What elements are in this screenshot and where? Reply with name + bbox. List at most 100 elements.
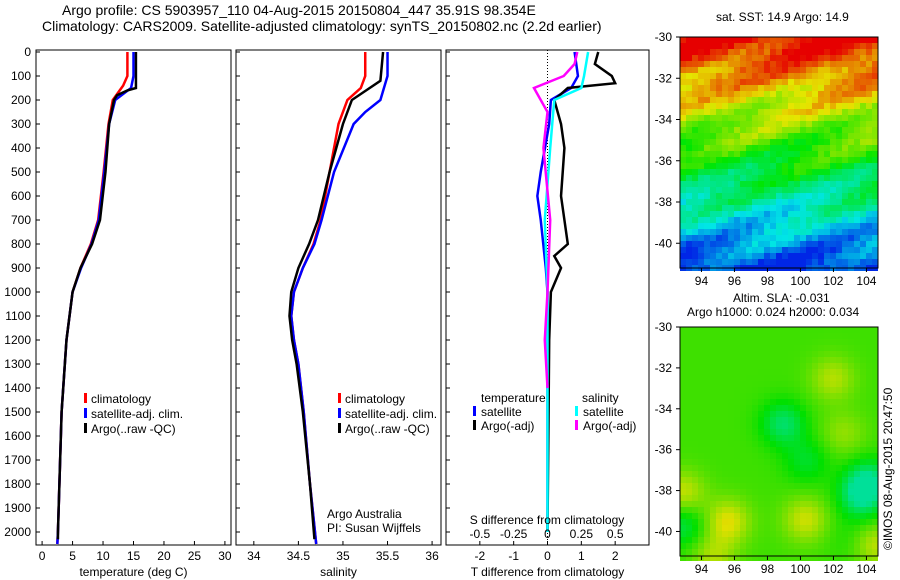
- heatmap-cell: [830, 157, 836, 163]
- heatmap-cell: [848, 91, 854, 97]
- heatmap-cell: [824, 429, 830, 435]
- heatmap-cell: [728, 429, 734, 435]
- heatmap-cell: [770, 73, 776, 79]
- heatmap-cell: [812, 327, 818, 333]
- heatmap-cell: [776, 37, 782, 43]
- heatmap-cell: [800, 199, 806, 205]
- heatmap-cell: [680, 543, 686, 549]
- heatmap-cell: [794, 471, 800, 477]
- heatmap-cell: [716, 549, 722, 555]
- heatmap-cell: [716, 405, 722, 411]
- heatmap-cell: [854, 423, 860, 429]
- heatmap-cell: [782, 79, 788, 85]
- heatmap-cell: [746, 241, 752, 247]
- heatmap-cell: [782, 169, 788, 175]
- heatmap-cell: [824, 495, 830, 501]
- heatmap-cell: [854, 339, 860, 345]
- heatmap-cell: [698, 363, 704, 369]
- heatmap-cell: [812, 85, 818, 91]
- heatmap-cell: [698, 235, 704, 241]
- heatmap-cell: [800, 91, 806, 97]
- heatmap-cell: [776, 483, 782, 489]
- heatmap-cell: [770, 537, 776, 543]
- heatmap-cell: [818, 85, 824, 91]
- heatmap-cell: [854, 73, 860, 79]
- heatmap-cell: [866, 163, 872, 169]
- heatmap-cell: [770, 253, 776, 259]
- heatmap-cell: [704, 259, 710, 265]
- heatmap-cell: [692, 241, 698, 247]
- heatmap-cell: [836, 501, 842, 507]
- heatmap-cell: [800, 543, 806, 549]
- heatmap-cell: [854, 537, 860, 543]
- heatmap-cell: [806, 73, 812, 79]
- heatmap-cell: [842, 151, 848, 157]
- heatmap-cell: [818, 327, 824, 333]
- heatmap-cell: [854, 217, 860, 223]
- series-t-argo-adj-: [546, 51, 618, 533]
- heatmap-cell: [782, 537, 788, 543]
- heatmap-cell: [842, 399, 848, 405]
- heatmap-cell: [872, 193, 878, 199]
- heatmap-cell: [758, 217, 764, 223]
- heatmap-cell: [692, 327, 698, 333]
- heatmap-cell: [734, 223, 740, 229]
- heatmap-cell: [764, 387, 770, 393]
- heatmap-cell: [842, 405, 848, 411]
- heatmap-cell: [752, 501, 758, 507]
- heatmap-cell: [866, 453, 872, 459]
- heatmap-cell: [860, 405, 866, 411]
- heatmap-cell: [704, 411, 710, 417]
- heatmap-cell: [866, 435, 872, 441]
- heatmap-cell: [842, 351, 848, 357]
- legend-label: satellite-adj. clim.: [91, 407, 183, 421]
- heatmap-cell: [782, 85, 788, 91]
- heatmap-cell: [830, 73, 836, 79]
- heatmap-cell: [734, 139, 740, 145]
- heatmap-cell: [704, 417, 710, 423]
- heatmap-cell: [776, 447, 782, 453]
- heatmap-cell: [764, 181, 770, 187]
- heatmap-cell: [824, 345, 830, 351]
- heatmap-cell: [764, 405, 770, 411]
- heatmap-cell: [788, 103, 794, 109]
- heatmap-cell: [812, 247, 818, 253]
- heatmap-cell: [734, 357, 740, 363]
- heatmap-cell: [830, 525, 836, 531]
- heatmap-cell: [764, 537, 770, 543]
- heatmap-cell: [716, 37, 722, 43]
- heatmap-cell: [854, 399, 860, 405]
- heatmap-cell: [764, 435, 770, 441]
- heatmap-cell: [818, 187, 824, 193]
- heatmap-cell: [698, 417, 704, 423]
- heatmap-cell: [806, 55, 812, 61]
- heatmap-cell: [758, 259, 764, 265]
- heatmap-cell: [788, 67, 794, 73]
- heatmap-cell: [752, 103, 758, 109]
- x-axis-label: salinity: [320, 565, 357, 579]
- heatmap-cell: [746, 327, 752, 333]
- heatmap-cell: [836, 169, 842, 175]
- heatmap-cell: [872, 369, 878, 375]
- heatmap-cell: [836, 405, 842, 411]
- heatmap-cell: [800, 333, 806, 339]
- heatmap-cell: [698, 453, 704, 459]
- heatmap-cell: [752, 549, 758, 555]
- heatmap-cell: [854, 363, 860, 369]
- heatmap-cell: [710, 459, 716, 465]
- heatmap-cell: [782, 259, 788, 265]
- heatmap-cell: [824, 193, 830, 199]
- x-tick-label: 15: [127, 549, 141, 563]
- heatmap-cell: [758, 91, 764, 97]
- heatmap-cell: [866, 423, 872, 429]
- heatmap-cell: [722, 393, 728, 399]
- heatmap-cell: [818, 471, 824, 477]
- heatmap-cell: [794, 447, 800, 453]
- heatmap-cell: [704, 67, 710, 73]
- heatmap-cell: [734, 55, 740, 61]
- heatmap-cell: [758, 333, 764, 339]
- heatmap-cell: [704, 465, 710, 471]
- heatmap-cell: [728, 459, 734, 465]
- heatmap-cell: [836, 229, 842, 235]
- pi-text: PI: Susan Wijffels: [327, 521, 421, 535]
